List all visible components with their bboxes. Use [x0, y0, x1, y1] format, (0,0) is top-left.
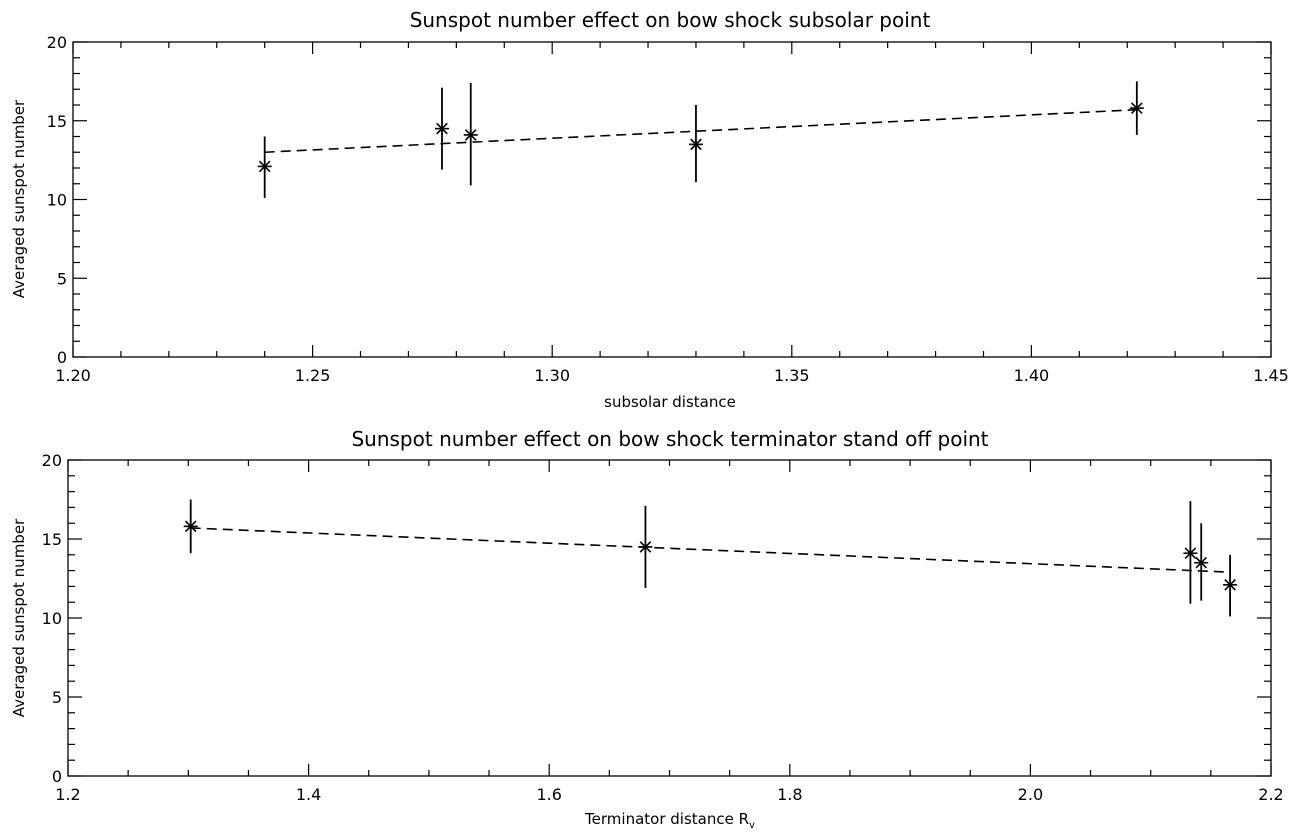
plot-frame — [67, 459, 1272, 777]
data-point — [1194, 556, 1209, 569]
subsolar-chart: Sunspot number effect on bow shock subso… — [10, 8, 1289, 411]
y-tick-label: 0 — [52, 767, 62, 786]
y-tick-label: 0 — [57, 348, 67, 367]
y-tick-label: 15 — [47, 112, 67, 131]
x-tick-label: 1.20 — [55, 366, 91, 385]
data-point — [638, 541, 653, 553]
axes: 1.2 1.4 1.6 1.8 2.0 2.2 0 5 10 15 20 — [42, 451, 1284, 804]
x-tick-label: 1.6 — [536, 785, 561, 804]
chart-title: Sunspot number effect on bow shock termi… — [351, 427, 988, 451]
y-tick-label: 5 — [52, 688, 62, 707]
data-point — [1223, 579, 1238, 591]
x-axis-label: Terminator distance Rv — [584, 810, 755, 831]
y-tick-label: 20 — [42, 451, 62, 470]
y-tick-label: 5 — [57, 269, 67, 288]
y-tick-label: 10 — [42, 609, 62, 628]
data-point — [434, 122, 449, 135]
data-point — [183, 520, 198, 533]
x-axis-label: subsolar distance — [604, 393, 736, 411]
fit-line — [264, 108, 1137, 154]
y-tick-label: 20 — [47, 33, 67, 52]
data-points — [183, 499, 1238, 617]
y-axis-label: Averaged sunspot number — [10, 99, 28, 298]
chart-title: Sunspot number effect on bow shock subso… — [410, 8, 931, 32]
data-point — [463, 129, 478, 141]
fit-line — [190, 527, 1231, 573]
x-tick-label: 2.0 — [1018, 785, 1043, 804]
y-tick-label: 15 — [42, 530, 62, 549]
x-tick-label: 1.35 — [774, 366, 810, 385]
x-tick-label: 1.30 — [534, 366, 570, 385]
plot-frame — [72, 41, 1272, 358]
axes: 1.20 1.25 1.30 1.35 1.40 1.45 0 5 10 15 20 — [47, 33, 1289, 385]
x-tick-label: 1.4 — [296, 785, 321, 804]
terminator-chart: Sunspot number effect on bow shock termi… — [10, 427, 1284, 831]
data-point — [257, 160, 272, 173]
data-point — [1183, 547, 1198, 560]
x-tick-label: 1.2 — [55, 785, 80, 804]
x-tick-label: 1.45 — [1253, 366, 1289, 385]
x-tick-label: 2.2 — [1258, 785, 1283, 804]
data-point — [1129, 102, 1144, 114]
x-tick-label: 1.25 — [295, 366, 331, 385]
data-points — [257, 81, 1144, 198]
x-tick-label: 1.40 — [1014, 366, 1050, 385]
data-point — [688, 138, 703, 151]
x-tick-label: 1.8 — [777, 785, 802, 804]
y-axis-label: Averaged sunspot number — [10, 518, 28, 717]
y-tick-label: 10 — [47, 191, 67, 210]
